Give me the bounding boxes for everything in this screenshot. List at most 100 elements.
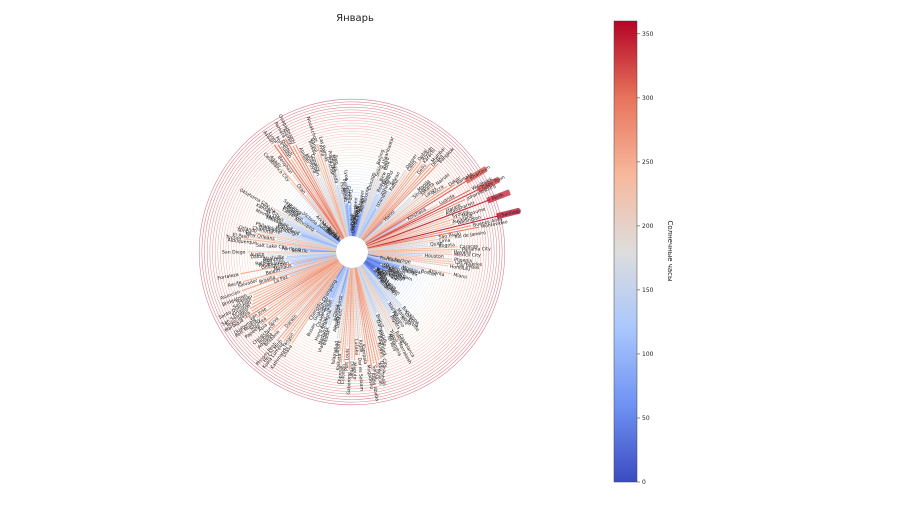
city-label: Vancouver [356, 190, 366, 215]
bar-nouakchott [316, 143, 348, 237]
city-label: Charlotte [252, 225, 274, 236]
city-label: Kabul [388, 178, 400, 192]
bar-palermo [360, 264, 393, 311]
bar-rome [357, 193, 378, 238]
guide-ring [198, 98, 506, 406]
bar-melbourne [367, 216, 461, 248]
bar-addis-ababa [354, 267, 373, 371]
bar-sydney [366, 216, 451, 248]
bar-athens [358, 196, 382, 239]
city-label: Houston [424, 253, 443, 260]
city-label: Las Vegas [456, 262, 480, 271]
city-label: Montevideo [481, 219, 509, 230]
bar-philadelphia [284, 231, 337, 248]
bar-riyadh [361, 161, 422, 240]
city-label: Paramaribo [259, 259, 286, 269]
bar-chengdu [321, 265, 345, 301]
city-label: Berlin [355, 204, 363, 218]
city-label: Kigali [357, 340, 364, 353]
city-label: Bissau [306, 140, 317, 156]
colorbar-label: Солнечные часы [666, 220, 674, 281]
guide-ring [241, 141, 463, 363]
city-label: Rome [376, 179, 387, 194]
guide-ring [204, 104, 500, 400]
bar-caracas [367, 246, 458, 252]
bar-nuuk [336, 238, 341, 242]
city-label: Irkutsk [322, 329, 332, 346]
bar-beirut [357, 266, 378, 313]
bar-kathmandu [287, 264, 344, 346]
bar-seville [361, 263, 408, 319]
city-label: Seattle [291, 248, 308, 254]
bar-omaha [277, 212, 339, 246]
guide-ring [206, 106, 498, 398]
bar-memphis [285, 252, 337, 260]
bar-irkutsk [328, 267, 348, 329]
bar-dhaka [362, 167, 432, 241]
city-label: Apia [257, 322, 269, 333]
bar-nairobi [364, 185, 436, 243]
bar-conakry [319, 173, 347, 238]
bar-noumea [267, 261, 340, 318]
city-label: Bogota [438, 242, 455, 249]
city-label: Montreal [401, 265, 422, 277]
city-label: Brasilia [258, 275, 276, 286]
city-label: Funchal [325, 156, 335, 175]
guide-ring [230, 130, 474, 374]
bar-lahore [338, 267, 351, 339]
bar-denver [360, 169, 407, 239]
city-label: Beijing [376, 149, 386, 166]
bar-malaga [335, 172, 350, 237]
bar-casablanca-city [289, 181, 342, 241]
city-label: Mexico City [454, 252, 481, 259]
city-label: Albuquerque [227, 237, 257, 246]
bar-apia [267, 261, 341, 324]
city-label: Toronto [361, 186, 371, 205]
city-label: Almaty [332, 315, 341, 332]
city-label: Paris [359, 200, 367, 213]
city-label: Porto [338, 182, 346, 195]
bar-mexico-city [367, 251, 453, 255]
bar-paramaribo [286, 253, 337, 263]
city-label: Dikson [350, 217, 357, 233]
bar-salt-lake-city [289, 246, 337, 252]
bar-dakar [364, 185, 448, 244]
bar-delhi [361, 174, 418, 241]
bar-phoenix [367, 252, 453, 260]
bar-lima [367, 241, 438, 251]
city-label: Malaga [330, 154, 339, 172]
bar-shanghai [330, 266, 347, 308]
colorbar-gradient [613, 20, 638, 483]
city-label: Baltimore [258, 224, 281, 236]
bar-los-angeles [367, 252, 454, 263]
bar-tripoli [358, 266, 391, 329]
bar-faro [336, 166, 350, 237]
bar-milwaukee [290, 226, 338, 247]
guide-ring [217, 117, 487, 387]
bar-banjul [316, 153, 348, 238]
city-label: Boston [420, 268, 437, 278]
bar-charlotte [275, 232, 337, 249]
bar-damascus [357, 266, 378, 319]
bar-niamey [292, 145, 345, 239]
bar-lhasa [291, 265, 344, 344]
bar-abu-dhabi [355, 267, 380, 361]
bar-buenos-aires [367, 225, 472, 250]
colorbar-tick-label: 50 [642, 415, 650, 422]
city-label: Faro [332, 155, 340, 166]
bar-brasilia [276, 256, 337, 277]
guide-ring [244, 144, 460, 360]
bar-dubai [360, 161, 418, 240]
city-label: Chicago [366, 172, 377, 192]
bar-kuwait-city [356, 267, 379, 341]
bar-honolulu [367, 253, 449, 267]
city-label: Sanaa [371, 365, 380, 380]
bar-sanaa [354, 267, 375, 364]
city-label: Santiago [501, 208, 522, 219]
city-label: Tucson [224, 234, 241, 242]
city-label: Amman [376, 329, 388, 348]
city-label: Nashville [263, 254, 284, 262]
bar-guatemala [256, 260, 340, 319]
bar-port-sudan [290, 159, 344, 239]
city-label: Manaus [273, 263, 292, 273]
